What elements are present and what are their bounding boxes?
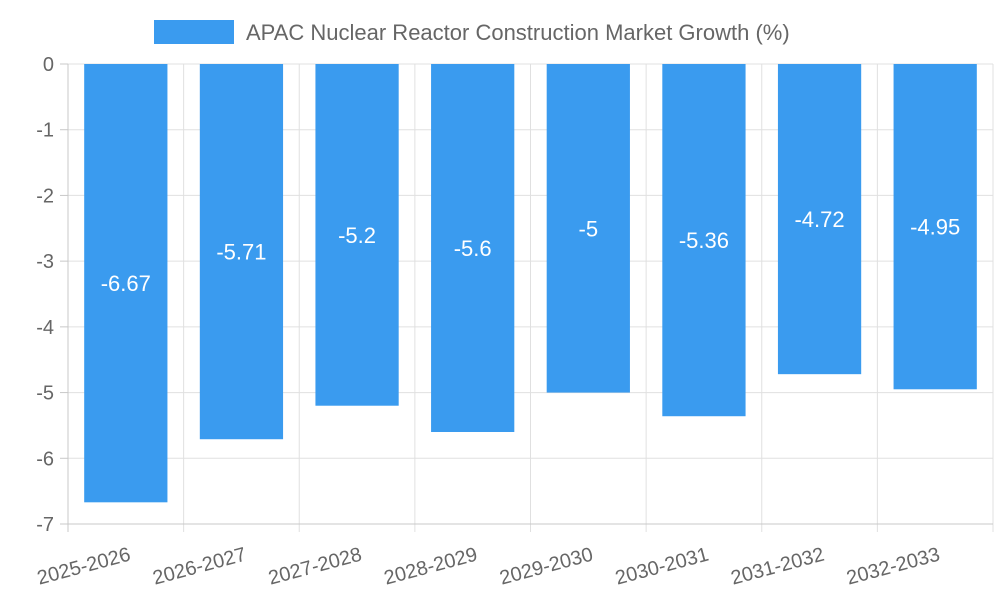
bar[interactable]	[777, 64, 862, 375]
legend-label: APAC Nuclear Reactor Construction Market…	[246, 20, 790, 45]
y-tick-label: -6	[36, 448, 54, 470]
y-axis-ticks: 0 -1 -2 -3 -4 -5 -6 -7	[36, 54, 68, 536]
bar-data-label: -5.36	[679, 228, 729, 253]
x-tick-label: 2027-2028	[266, 544, 364, 590]
y-tick-label: -2	[36, 185, 54, 207]
bar-data-label: -6.67	[101, 271, 151, 296]
bar[interactable]	[315, 64, 399, 406]
x-tick-label: 2025-2026	[35, 544, 133, 590]
x-tick-label: 2029-2030	[497, 544, 595, 590]
bar-data-label: -5.71	[216, 240, 266, 265]
bars: -6.67 -5.71 -5.2 -5.6 -5 -5.36 -4.72 -4.95	[84, 64, 977, 503]
bar[interactable]	[662, 64, 746, 417]
legend-swatch	[154, 20, 234, 44]
y-tick-label: 0	[43, 54, 54, 76]
bar-data-label: -4.72	[794, 207, 844, 232]
x-tick-label: 2028-2029	[382, 544, 480, 590]
y-tick-label: -7	[36, 514, 54, 536]
x-tick-label: 2031-2032	[729, 544, 827, 590]
y-tick-label: -3	[36, 251, 54, 273]
bar-data-label: -5	[579, 216, 599, 241]
x-tick-label: 2030-2031	[613, 544, 711, 590]
y-tick-label: -4	[36, 317, 54, 339]
x-axis-ticks: 2025-2026 2026-2027 2027-2028 2028-2029 2029…	[35, 544, 942, 590]
bar-data-label: -4.95	[910, 215, 960, 240]
x-tick-label: 2026-2027	[150, 544, 248, 590]
bar[interactable]	[199, 64, 284, 440]
y-tick-label: -1	[36, 120, 54, 142]
bar-data-label: -5.6	[454, 236, 492, 261]
bar[interactable]	[84, 64, 168, 503]
x-tick-label: 2032-2033	[844, 544, 942, 590]
bar[interactable]	[893, 64, 977, 390]
bar[interactable]	[546, 64, 630, 393]
bar-data-label: -5.2	[338, 223, 376, 248]
legend: APAC Nuclear Reactor Construction Market…	[154, 20, 790, 45]
y-tick-label: -5	[36, 383, 54, 405]
bar[interactable]	[431, 64, 515, 432]
